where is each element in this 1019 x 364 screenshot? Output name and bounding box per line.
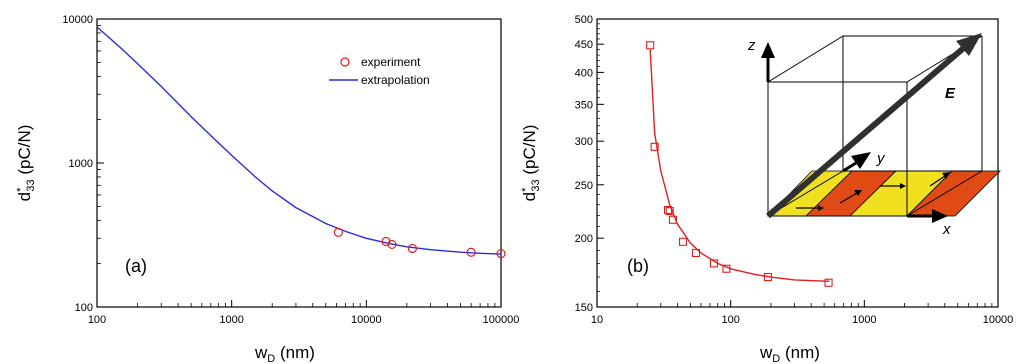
panel-a-data-point — [387, 239, 397, 250]
panel-a-legend: experiment extrapolation — [329, 55, 430, 87]
panel-a-y-tick-label: 1000 — [69, 158, 93, 170]
panel-a-xlabel-sub: D — [267, 353, 275, 364]
panel-b-y-tick-label: 400 — [575, 67, 593, 79]
panel-b-data-point — [663, 205, 673, 215]
panel-b-y-tick-label: 450 — [575, 39, 593, 51]
panel-b-label: (b) — [627, 256, 649, 276]
panel-a-y-tick-label: 10000 — [62, 14, 93, 26]
panel-b-plot-frame — [596, 18, 999, 308]
domain-structure-inset: z y x E — [747, 33, 1001, 238]
panel-b-ylabel-sup: * — [520, 187, 532, 192]
panel-b-xlabel-sub: D — [772, 353, 780, 364]
panel-b-xlabel-main: w — [759, 343, 773, 362]
panel-a-chart: 100 1000 10000 100000 100 1000 10000 (a) exper… — [15, 14, 519, 364]
panel-a-x-tick-label: 1000 — [219, 314, 243, 326]
panel-b-ylabel-main: d — [520, 192, 539, 201]
inset-x-label: x — [942, 221, 951, 238]
inset-z-label: z — [747, 37, 756, 54]
panel-a-plot-frame — [96, 18, 502, 308]
panel-a-ylabel-unit: (pC/N) — [15, 125, 34, 180]
panel-b-x-tick-label: 10000 — [983, 314, 1014, 326]
panel-b-data-point — [763, 273, 772, 282]
panel-a-x-tick-label: 100 — [88, 314, 106, 326]
panel-b-data-point — [691, 248, 701, 258]
panel-a-x-axis-label: wD (nm) — [254, 343, 315, 364]
panel-a-x-tick-label: 10000 — [351, 314, 382, 326]
panel-a-xlabel-unit: (nm) — [275, 343, 315, 362]
panel-b-x-tick-label: 100 — [721, 314, 739, 326]
panel-a-ylabel-sup: * — [15, 187, 27, 192]
panel-b-y-tick-label: 300 — [575, 136, 593, 148]
panel-b-x-tick-label: 10 — [591, 314, 603, 326]
panel-b-y-tick-label: 500 — [575, 14, 593, 26]
panel-b-data-point — [722, 264, 731, 273]
panel-a-data-point — [381, 236, 391, 247]
panel-b-y-tick-label: 250 — [575, 180, 593, 192]
panel-b-fit-line — [649, 49, 830, 282]
panel-a-data-point — [407, 243, 418, 254]
legend-extrapolation-label: extrapolation — [361, 73, 430, 87]
electric-field-arrow — [766, 33, 982, 219]
panel-a-fit-line — [96, 26, 502, 255]
panel-b-y-tick-label: 350 — [575, 99, 593, 111]
panel-b-y-tick-label: 150 — [575, 302, 593, 314]
panel-a-data-point — [466, 247, 476, 257]
inset-e-label: E — [945, 85, 956, 102]
panel-a-xlabel-main: w — [254, 343, 268, 362]
panel-a-label: (a) — [125, 256, 147, 276]
panel-a-ylabel-sub: 33 — [25, 179, 37, 191]
panel-b-ylabel-unit: (pC/N) — [520, 125, 539, 180]
legend-experiment-label: experiment — [361, 55, 421, 69]
panel-a-y-axis-label: d*33 (pC/N) — [15, 125, 37, 202]
panel-b-data-point — [665, 207, 674, 216]
z-axis-arrow — [761, 42, 775, 82]
panel-b-data-point — [678, 237, 688, 246]
panel-b-x-axis-label: wD (nm) — [759, 343, 820, 364]
panel-b-data-point — [668, 215, 677, 224]
polarization-arrows — [796, 172, 950, 211]
panel-a-ticks: 100 1000 10000 100000 100 1000 10000 — [62, 14, 519, 326]
panel-b-y-tick-label: 200 — [575, 233, 593, 245]
panel-b-ticks: 10 100 1000 10000 150 200 250 300 350 400 450 500 — [575, 14, 1014, 326]
legend-experiment-marker — [340, 57, 350, 67]
inset-y-label: y — [876, 150, 886, 167]
panel-b-ylabel-sub: 33 — [530, 179, 542, 191]
panel-b-data-point — [646, 41, 655, 50]
panel-a-ylabel-main: d — [15, 192, 34, 201]
panel-b-xlabel-unit: (nm) — [780, 343, 820, 362]
panel-a-y-tick-label: 100 — [75, 302, 93, 314]
x-axis-arrow — [907, 209, 948, 223]
panel-a-series — [96, 26, 506, 259]
y-axis-arrow — [842, 152, 871, 173]
panel-b-y-axis-label: d*33 (pC/N) — [520, 125, 542, 202]
panel-a-data-point — [496, 248, 506, 259]
panel-b-series — [646, 41, 833, 287]
panel-b-x-tick-label: 1000 — [852, 314, 876, 326]
panel-a-x-tick-label: 100000 — [483, 314, 520, 326]
panel-b-data-point — [824, 278, 833, 287]
panel-b-data-point — [650, 142, 659, 151]
panel-a-data-point — [333, 227, 343, 237]
panel-b-data-point — [709, 259, 719, 268]
panel-b-chart: 10 100 1000 10000 150 200 250 300 350 400 450 500 (… — [520, 14, 1013, 364]
